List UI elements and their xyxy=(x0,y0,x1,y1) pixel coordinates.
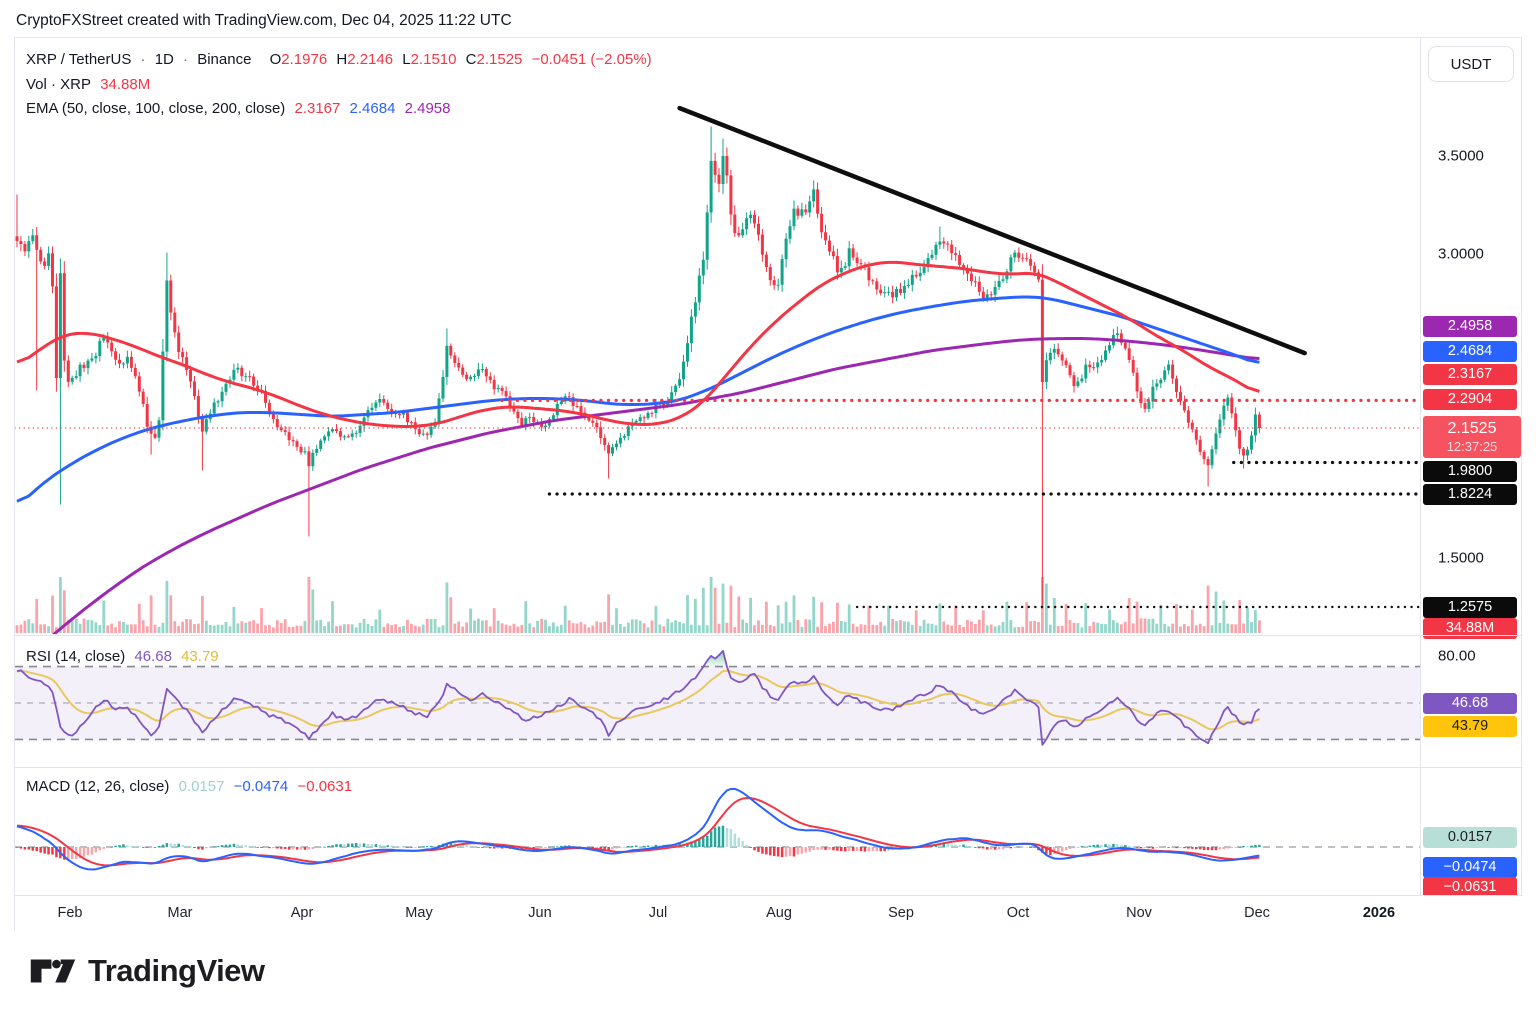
pane-separator-rsi-macd[interactable] xyxy=(15,767,1523,768)
time-axis-label: 2026 xyxy=(1362,905,1396,921)
bar-countdown: 12:37:25 xyxy=(1446,438,1498,454)
low-label: L xyxy=(402,51,411,68)
time-axis-label: Dec xyxy=(1244,905,1270,921)
time-axis-label: Feb xyxy=(57,905,83,921)
ema200-value: 2.4958 xyxy=(404,100,451,117)
pane-separator-main-rsi[interactable] xyxy=(15,635,1523,636)
exchange-label: Binance xyxy=(197,51,252,68)
ema-label: EMA (50, close, 100, close, 200, close) xyxy=(26,100,286,117)
price-axis[interactable]: 3.5000 3.0000 1.5000 80.00 2.4958 2.4684 2.316… xyxy=(1421,38,1523,932)
time-axis-label: Mar xyxy=(167,905,193,921)
axis-value-badge: 43.79 xyxy=(1423,715,1517,737)
close-value: 2.1525 xyxy=(476,51,523,68)
chart-panel: XRP / TetherUS · 1D · Binance O2.1976 H2… xyxy=(14,37,1523,932)
tradingview-logo[interactable]: TradingView xyxy=(30,952,265,990)
axis-value-badge: 0.0157 xyxy=(1423,826,1517,848)
axis-value-badge: −0.0474 xyxy=(1423,856,1517,878)
low-value: 2.1510 xyxy=(410,51,457,68)
price-axis-label: 1.5000 xyxy=(1438,549,1484,567)
tradingview-logo-icon xyxy=(30,959,76,983)
macd-signal-value: −0.0631 xyxy=(297,778,353,795)
macd-title: MACD (12, 26, close) xyxy=(26,778,170,795)
volume-value: 34.88M xyxy=(100,76,151,93)
axis-value-badge: 1.2575 xyxy=(1423,596,1517,618)
axis-value-badge: 2.2904 xyxy=(1423,388,1517,410)
rsi-value: 46.68 xyxy=(134,648,172,665)
volume-legend-row: Vol · XRP 34.88M xyxy=(26,76,155,93)
chart-canvas[interactable] xyxy=(15,38,1523,932)
current-price-value: 2.1525 xyxy=(1447,419,1497,437)
axis-value-badge: 1.8224 xyxy=(1423,483,1517,505)
rsi-ma-value: 43.79 xyxy=(181,648,219,665)
ema50-value: 2.3167 xyxy=(294,100,341,117)
legend-separator: · xyxy=(183,51,189,68)
axis-value-badge: 34.88M xyxy=(1423,617,1517,639)
time-axis-label: Oct xyxy=(1006,905,1030,921)
current-price-badge: 2.1525 12:37:25 xyxy=(1423,416,1521,458)
pane-separator-macd-time xyxy=(15,895,1523,896)
time-axis-label: May xyxy=(405,905,433,921)
price-axis-label: 3.5000 xyxy=(1438,147,1484,165)
close-label: C xyxy=(465,51,477,68)
time-axis-label: Jul xyxy=(648,905,668,921)
attribution-text: CryptoFXStreet created with TradingView.… xyxy=(16,12,512,29)
time-axis[interactable]: Feb Mar Apr May Jun Jul Aug Sep Oct Nov Dec 2026 xyxy=(15,896,1523,932)
axis-value-badge: 2.4684 xyxy=(1423,340,1517,362)
high-value: 2.2146 xyxy=(347,51,394,68)
symbol-legend-row: XRP / TetherUS · 1D · Binance O2.1976 H2… xyxy=(26,51,657,68)
ema100-value: 2.4684 xyxy=(349,100,396,117)
price-axis-label: 3.0000 xyxy=(1438,245,1484,263)
axis-value-badge: 2.3167 xyxy=(1423,363,1517,385)
axis-value-badge: 46.68 xyxy=(1423,692,1517,714)
macd-hist-value: 0.0157 xyxy=(178,778,225,795)
volume-label: Vol · XRP xyxy=(26,76,92,93)
high-label: H xyxy=(336,51,348,68)
time-axis-label: Sep xyxy=(888,905,914,921)
change-value: −0.0451 (−2.05%) xyxy=(531,51,652,68)
interval-label[interactable]: 1D xyxy=(154,51,174,68)
price-axis-label: 80.00 xyxy=(1438,647,1476,665)
open-value: 2.1976 xyxy=(281,51,328,68)
time-axis-label: Apr xyxy=(290,905,314,921)
macd-line-value: −0.0474 xyxy=(233,778,289,795)
rsi-legend-row: RSI (14, close) 46.68 43.79 xyxy=(26,648,224,665)
time-axis-label: Nov xyxy=(1126,905,1152,921)
axis-separator-line xyxy=(1420,38,1421,932)
time-axis-label: Jun xyxy=(528,905,552,921)
axis-value-badge: 2.4958 xyxy=(1423,315,1517,337)
macd-legend-row: MACD (12, 26, close) 0.0157 −0.0474 −0.0… xyxy=(26,778,357,795)
axis-value-badge: 1.9800 xyxy=(1423,460,1517,482)
open-label: O xyxy=(269,51,282,68)
axis-value-badge: −0.0631 xyxy=(1423,876,1517,898)
legend-separator: · xyxy=(140,51,146,68)
tradingview-logo-text: TradingView xyxy=(88,953,265,988)
currency-toggle-button[interactable]: USDT xyxy=(1428,46,1514,82)
time-axis-label: Aug xyxy=(766,905,792,921)
symbol-title: XRP / TetherUS xyxy=(26,51,132,68)
rsi-title: RSI (14, close) xyxy=(26,648,126,665)
ema-legend-row: EMA (50, close, 100, close, 200, close) … xyxy=(26,100,456,117)
